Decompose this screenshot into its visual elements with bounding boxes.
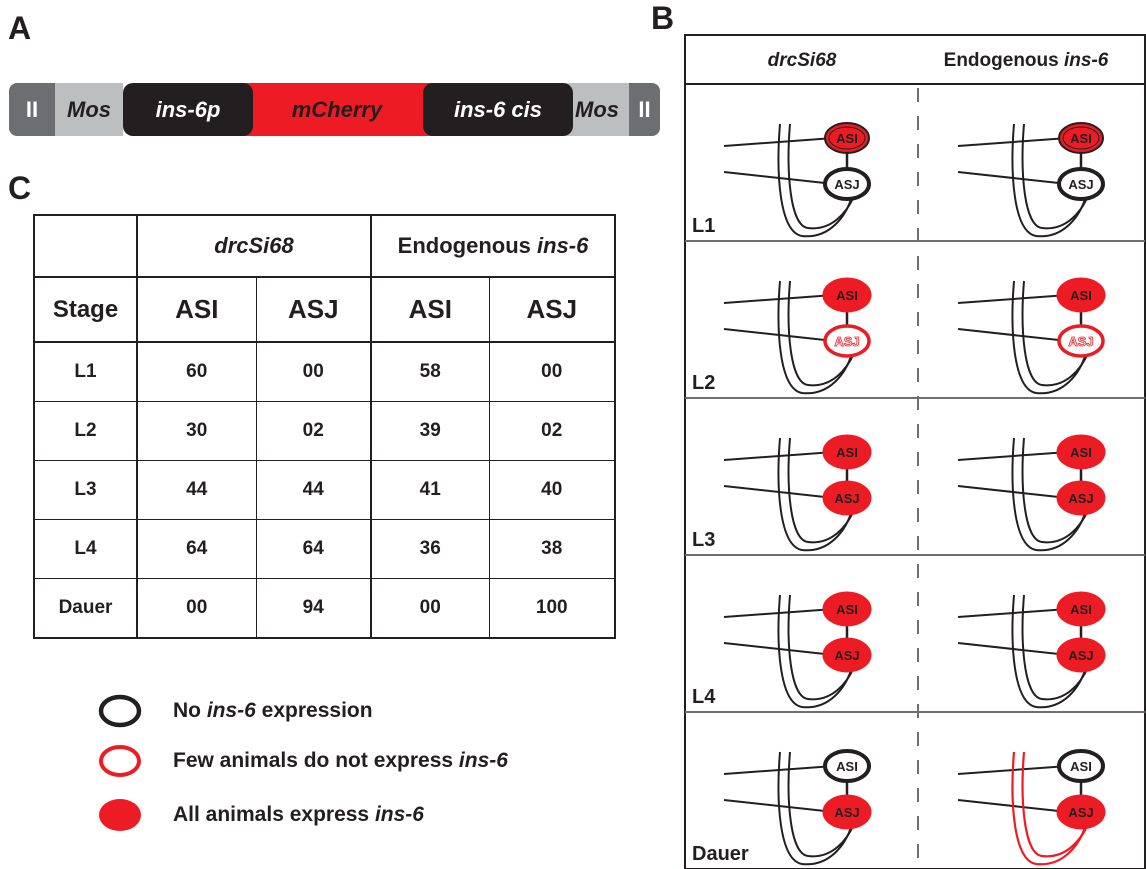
column-header-endogenous-gene: ins-6 [1064,50,1109,71]
value-cell: 64 [137,519,256,578]
value-cell: 30 [137,401,256,460]
legend-red-ring-icon [97,744,143,778]
stage-cell: Dauer [34,578,137,638]
table-row: Dauer 00 94 00 100 [34,578,615,638]
group-header-endogenous-prefix: Endogenous [398,233,537,258]
stage-label: L4 [692,686,716,708]
value-cell: 41 [371,460,489,519]
ins6-promoter-segment: ins-6p [123,83,253,136]
legend-text-all-animals: All animals express ins-6 [173,803,424,827]
legend-black-ring-icon [97,694,143,728]
value-cell: 40 [489,460,615,519]
right-asi-neuron-label: ASI [1070,445,1092,460]
left-asj-neuron-label: ASJ [834,491,859,506]
left-asj-neuron-label: ASJ [834,805,859,820]
column-header-endogenous: Endogenous ins-6 [944,50,1109,71]
table-row: L1 60 00 58 00 [34,342,615,401]
value-cell: 36 [371,519,489,578]
panel-label-a: A [8,12,31,44]
value-cell: 02 [489,401,615,460]
ins6-cis-segment: ins-6 cis [423,83,573,136]
legend-gene-name: ins-6 [207,699,256,722]
legend-text-no-expression: No ins-6 expression [173,699,373,723]
table-corner-cell [34,215,137,277]
column-header-stage: Stage [34,277,137,342]
mcherry-segment: mCherry [239,83,435,136]
stage-cell: L4 [34,519,137,578]
value-cell: 94 [256,578,371,638]
neuron-diagram-svg: drcSi68 Endogenous ins-6 ASI ASJ ASI ASJ L1 ASI… [684,34,1146,869]
table-row: L4 64 64 36 38 [34,519,615,578]
left-asi-neuron-label: ASI [836,288,858,303]
legend-text-few-animals: Few animals do not express ins-6 [173,749,508,773]
legend-text-part: All animals express [173,803,375,826]
legend-text-part: No [173,699,207,722]
group-header-endogenous-gene: ins-6 [537,233,588,258]
right-asi-neuron-label: ASI [1070,759,1092,774]
right-asi-neuron-label: ASI [1070,288,1092,303]
group-header-drcsi68: drcSi68 [137,215,371,277]
left-asi-neuron-label: ASI [836,602,858,617]
value-cell: 02 [256,401,371,460]
group-header-endogenous: Endogenous ins-6 [371,215,615,277]
legend-gene-name: ins-6 [459,749,508,772]
stage-cell: L3 [34,460,137,519]
value-cell: 00 [371,578,489,638]
mos-segment-right: Mos [565,83,629,136]
left-asj-neuron-label: ASJ [834,177,859,192]
value-cell: 44 [256,460,371,519]
panel-label-c: C [8,172,31,204]
value-cell: 38 [489,519,615,578]
left-asi-neuron-label: ASI [836,445,858,460]
construct-diagram: II Mos ins-6p mCherry ins-6 cis Mos II [9,83,660,136]
right-asj-neuron-label: ASJ [1068,648,1093,663]
stage-label: L2 [692,372,715,394]
stage-label: L1 [692,215,715,237]
stage-label: L3 [692,529,715,551]
chromosome-segment-right: II [629,83,660,136]
value-cell: 58 [371,342,489,401]
column-header-asj: ASJ [256,277,371,342]
left-asi-neuron-label: ASI [836,759,858,774]
legend-item-no-expression: No ins-6 expression [97,694,373,728]
left-asi-neuron-label: ASI [836,131,858,146]
column-header-drcsi68: drcSi68 [768,50,837,71]
legend-text-part: Few animals do not express [173,749,459,772]
value-cell: 64 [256,519,371,578]
right-asj-neuron-label: ASJ [1068,177,1093,192]
right-asj-neuron-label: ASJ [1068,491,1093,506]
stage-label: Dauer [692,843,749,865]
right-asj-neuron-label: ASJ [1068,334,1093,349]
value-cell: 00 [489,342,615,401]
legend-gene-name: ins-6 [375,803,424,826]
neuron-diagram-panel: drcSi68 Endogenous ins-6 ASI ASJ ASI ASJ L1 ASI… [684,34,1146,869]
chromosome-segment-left: II [9,83,55,136]
column-header-asj: ASJ [489,277,615,342]
legend-item-all-animals: All animals express ins-6 [97,798,424,832]
left-asj-neuron-label: ASJ [834,334,859,349]
legend-red-filled-icon [97,798,143,832]
column-header-asi: ASI [371,277,489,342]
table-row: L2 30 02 39 02 [34,401,615,460]
left-asj-neuron-label: ASJ [834,648,859,663]
right-asi-neuron-label: ASI [1070,602,1092,617]
value-cell: 60 [137,342,256,401]
value-cell: 44 [137,460,256,519]
column-header-asi: ASI [137,277,256,342]
expression-table: drcSi68 Endogenous ins-6 Stage ASI ASJ A… [33,214,616,639]
table-row: L3 44 44 41 40 [34,460,615,519]
value-cell: 39 [371,401,489,460]
stage-cell: L2 [34,401,137,460]
value-cell: 00 [137,578,256,638]
panel-label-b: B [651,2,674,34]
column-header-endogenous-prefix: Endogenous [944,50,1064,71]
mos-segment-left: Mos [55,83,123,136]
right-asj-neuron-label: ASJ [1068,805,1093,820]
legend-text-part: expression [256,699,373,722]
right-asi-neuron-label: ASI [1070,131,1092,146]
value-cell: 100 [489,578,615,638]
legend-item-few-animals: Few animals do not express ins-6 [97,744,508,778]
stage-cell: L1 [34,342,137,401]
value-cell: 00 [256,342,371,401]
